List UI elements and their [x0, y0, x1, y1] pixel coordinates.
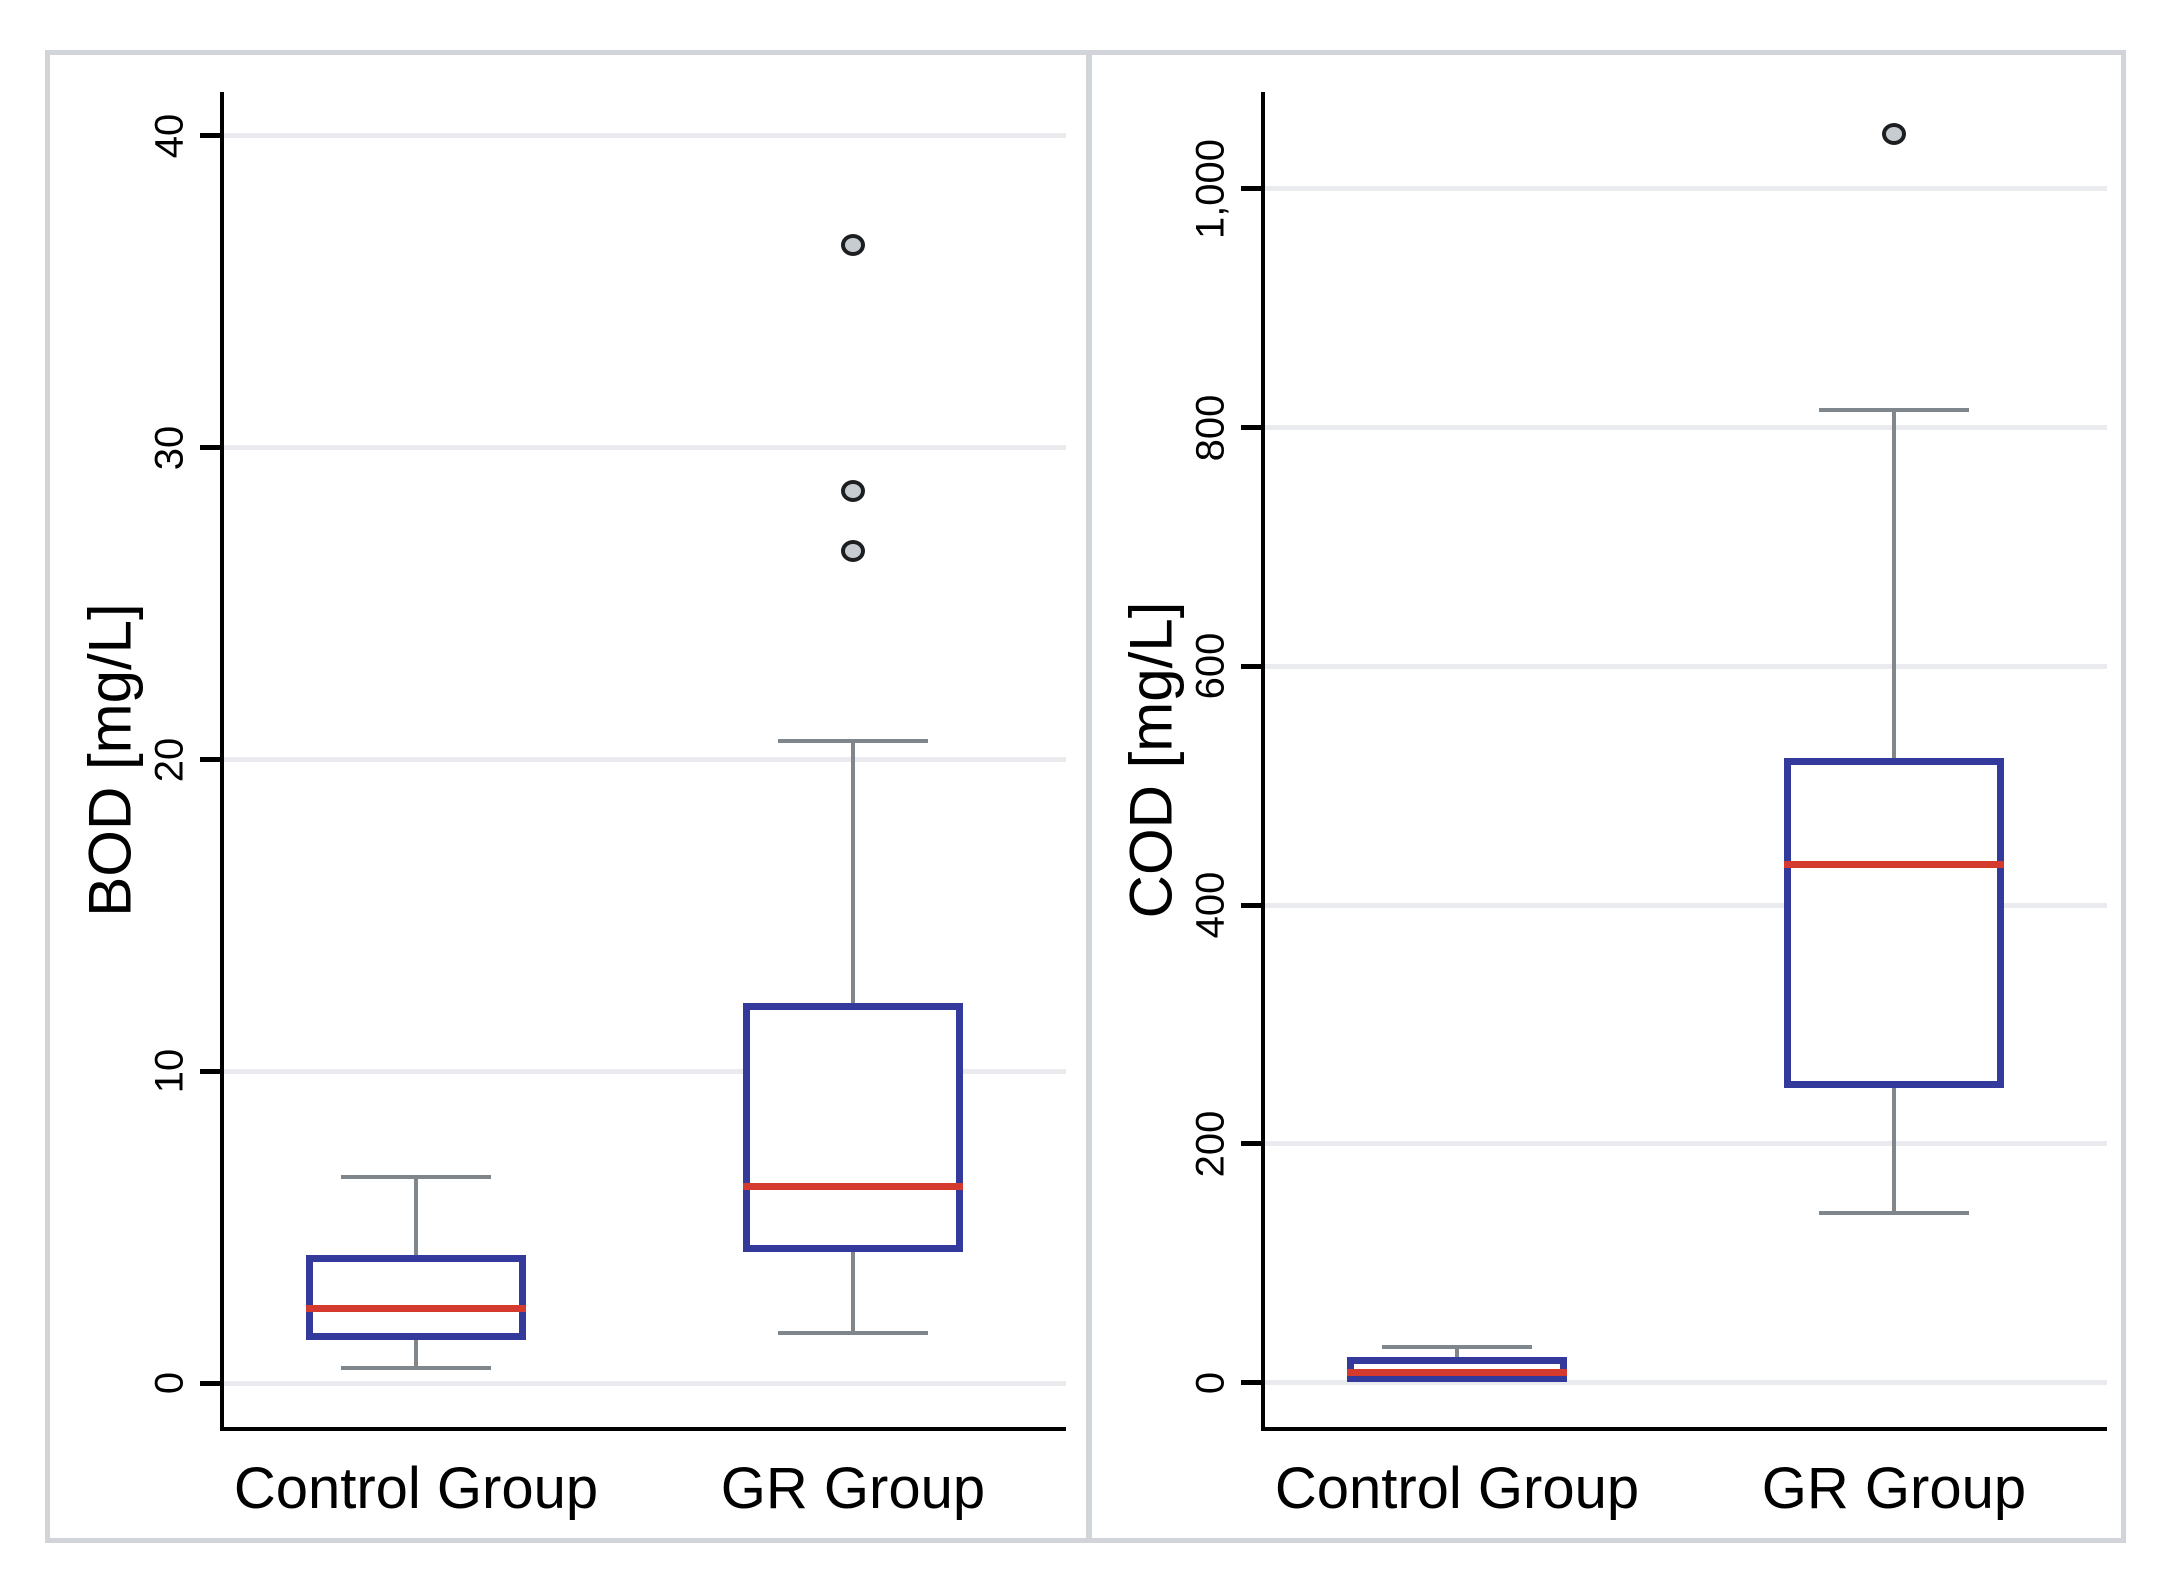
y-tick-label: 600 [1188, 632, 1233, 700]
y-tick-mark [1241, 186, 1261, 192]
gridline-y3 [1265, 663, 2107, 669]
lower-whisker-cap [1818, 1211, 1969, 1216]
iqr-box [1783, 758, 2004, 1088]
gridline-y2 [1265, 902, 2107, 908]
y-tick-mark [200, 757, 220, 762]
x-category-label: GR Group [720, 1456, 986, 1521]
upper-whisker-cap [777, 738, 928, 743]
gridline-y1 [224, 1068, 1066, 1074]
y-tick-mark [200, 1068, 220, 1074]
x-category-label: Control Group [233, 1456, 599, 1521]
x-category-label: GR Group [1761, 1456, 2027, 1521]
y-tick-label: 1,000 [1188, 138, 1233, 239]
y-tick-mark [1241, 902, 1261, 908]
upper-whisker-cap [1381, 1344, 1532, 1349]
lower-whisker-cap [340, 1365, 491, 1370]
median-line [742, 1183, 963, 1191]
y-axis-title: COD [mg/L] [1117, 601, 1185, 918]
x-axis-line [1261, 1427, 2107, 1431]
gridline-y2 [224, 757, 1066, 762]
y-tick-mark [200, 1380, 220, 1386]
gridline-y0 [1265, 1380, 2107, 1386]
upper-whisker-line [1891, 409, 1896, 759]
y-tick-mark [1241, 425, 1261, 431]
gridline-y0 [224, 1380, 1066, 1386]
outlier-point [1881, 122, 1906, 145]
lower-whisker-line [1891, 1087, 1896, 1214]
upper-whisker-cap [1818, 407, 1969, 412]
upper-whisker-line [1454, 1346, 1459, 1357]
median-line [305, 1304, 526, 1312]
y-axis-line [220, 92, 224, 1431]
y-tick-label: 800 [1188, 394, 1233, 461]
iqr-box [305, 1255, 526, 1340]
x-axis-line [220, 1427, 1066, 1431]
upper-whisker-cap [340, 1175, 491, 1180]
median-line [1346, 1368, 1567, 1376]
y-tick-label: 0 [1188, 1371, 1233, 1394]
median-line [1783, 861, 2004, 869]
y-tick-label: 200 [1188, 1110, 1233, 1178]
y-tick-label: 400 [1188, 871, 1233, 939]
y-tick-mark [200, 445, 220, 451]
gridline-y4 [224, 133, 1066, 139]
y-tick-mark [200, 133, 220, 139]
figure-border [45, 50, 2126, 1543]
gridline-y5 [1265, 186, 2107, 192]
gridline-y3 [224, 445, 1066, 451]
lower-whisker-cap [777, 1331, 928, 1336]
outlier-point [840, 233, 865, 256]
x-category-label: Control Group [1274, 1456, 1640, 1521]
lower-whisker-line [413, 1339, 418, 1368]
y-tick-mark [1241, 1141, 1261, 1147]
outlier-point [840, 480, 865, 503]
upper-whisker-line [850, 740, 855, 1003]
upper-whisker-line [413, 1177, 418, 1256]
outlier-point [840, 539, 865, 562]
gridline-y1 [1265, 1141, 2107, 1147]
y-axis-line [1261, 92, 1265, 1431]
lower-whisker-line [850, 1252, 855, 1334]
y-tick-mark [1241, 663, 1261, 669]
y-tick-mark [1241, 1380, 1261, 1386]
gridline-y4 [1265, 425, 2107, 431]
panel-divider [1086, 50, 1092, 1543]
iqr-box [742, 1002, 963, 1253]
